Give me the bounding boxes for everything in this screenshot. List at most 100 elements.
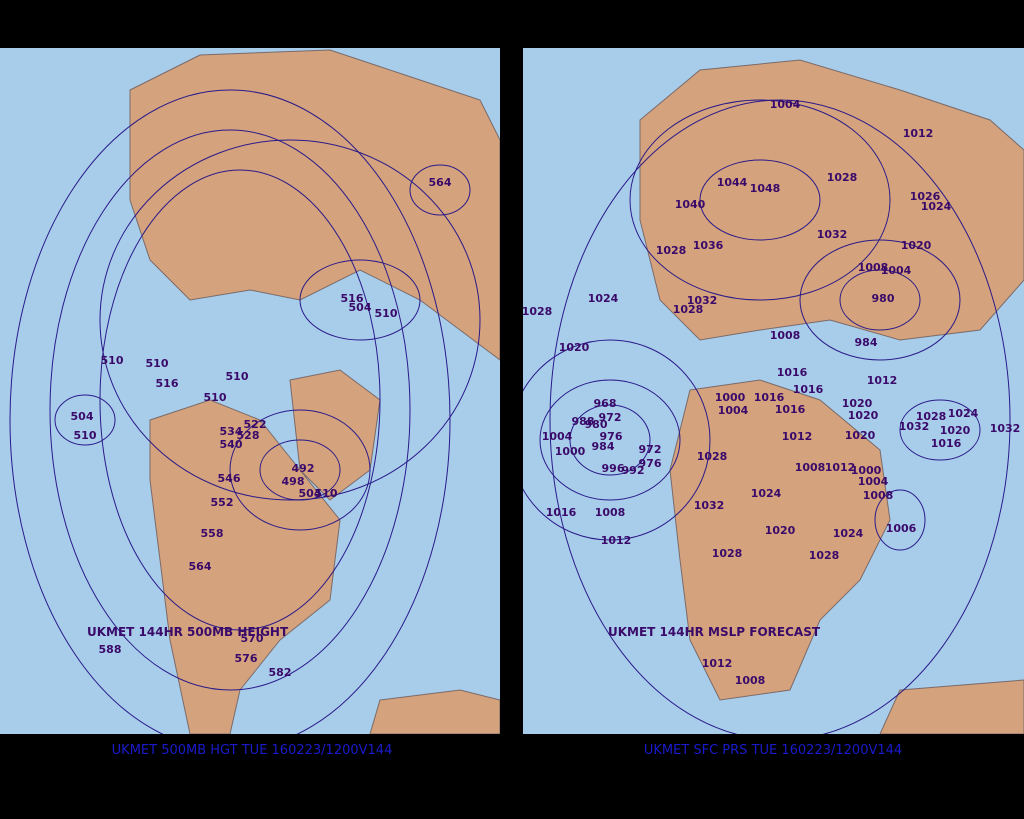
contour-label: 1008: [795, 461, 826, 474]
contour-label: 1004: [718, 404, 749, 417]
contour-label: 1006: [886, 522, 917, 535]
contour-label: 564: [429, 176, 452, 189]
contour-label: 1032: [817, 228, 848, 241]
contour-label: 1012: [867, 374, 898, 387]
map-footer: UKMET 500MB HGT TUE 160223/1200V144: [112, 743, 393, 758]
contour-label: 1024: [833, 527, 864, 540]
contour-label: 1004: [770, 98, 801, 111]
contour-label: 1012: [702, 657, 733, 670]
contour-label: 1016: [775, 403, 806, 416]
contour-label: 1020: [845, 429, 876, 442]
contour-label: 1024: [921, 200, 952, 213]
contour-label: 516: [341, 292, 364, 305]
contour-label: 996: [602, 462, 625, 475]
map-caption: UKMET 144HR MSLP FORECAST: [608, 625, 821, 639]
contour-label: 988: [572, 415, 595, 428]
contour-label: 546: [218, 472, 241, 485]
contour-label: 1028: [522, 305, 553, 318]
contour-label: 1016: [793, 383, 824, 396]
map-caption: UKMET 144HR 500MB HEIGHT: [87, 625, 289, 639]
contour-label: 1044: [717, 176, 748, 189]
contour-label: 510: [204, 391, 227, 404]
contour-label: 1008: [735, 674, 766, 687]
contour-label: 1028: [809, 549, 840, 562]
contour-label: 498: [282, 475, 305, 488]
contour-label: 976: [600, 430, 623, 443]
contour-label: 1020: [559, 341, 590, 354]
contour-label: 1008: [858, 261, 889, 274]
contour-label: 504: [349, 301, 372, 314]
left-map: [0, 48, 500, 734]
contour-label: 1020: [940, 424, 971, 437]
contour-label: 1016: [931, 437, 962, 450]
contour-label: 1020: [842, 397, 873, 410]
contour-label: 1028: [916, 410, 947, 423]
contour-label: 1000: [851, 464, 882, 477]
contour-label: 1008: [595, 506, 626, 519]
contour-label: 1026: [910, 190, 941, 203]
contour-label: 510: [146, 357, 169, 370]
contour-label: 1012: [825, 461, 856, 474]
contour-label: 1020: [901, 239, 932, 252]
contour-label: 510: [315, 487, 338, 500]
contour-label: 528: [237, 429, 260, 442]
contour-label: 1024: [751, 487, 782, 500]
contour-label: 1016: [754, 391, 785, 404]
contour-label: 492: [292, 462, 315, 475]
contour-label: 510: [226, 370, 249, 383]
contour-label: 992: [622, 464, 645, 477]
contour-label: 1004: [881, 264, 912, 277]
contour-label: 1028: [697, 450, 728, 463]
right-map: [523, 48, 1024, 734]
contour-label: 1036: [693, 239, 724, 252]
contour-label: 1028: [712, 547, 743, 560]
contour-label: 1012: [601, 534, 632, 547]
contour-label: 976: [639, 457, 662, 470]
contour-label: 504: [71, 410, 94, 423]
contour-label: 1012: [782, 430, 813, 443]
contour-label: 504: [299, 487, 322, 500]
contour-label: 510: [375, 307, 398, 320]
contour-label: 1028: [827, 171, 858, 184]
contour-label: 1000: [715, 391, 746, 404]
contour-label: 1032: [687, 294, 718, 307]
contour-label: 1032: [990, 422, 1021, 435]
contour-label: 1004: [542, 430, 573, 443]
map-footer: UKMET SFC PRS TUE 160223/1200V144: [644, 743, 902, 758]
contour-label: 972: [599, 411, 622, 424]
contour-label: 1028: [656, 244, 687, 257]
contour-label: 1004: [858, 475, 889, 488]
contour-label: 1048: [750, 182, 781, 195]
contour-label: 1028: [673, 303, 704, 316]
contour-label: 972: [639, 443, 662, 456]
contour-label: 1020: [765, 524, 796, 537]
contour-label: 564: [189, 560, 212, 573]
contour-label: 1032: [694, 499, 725, 512]
contour-label: 980: [872, 292, 895, 305]
contour-label: 1024: [588, 292, 619, 305]
contour-label: 980: [585, 418, 608, 431]
contour-label: 582: [269, 666, 292, 679]
contour-label: 1016: [777, 366, 808, 379]
contour-label: 984: [855, 336, 878, 349]
contour-label: 510: [101, 354, 124, 367]
contour-label: 1040: [675, 198, 706, 211]
contour-label: 1008: [863, 489, 894, 502]
contour-label: 558: [201, 527, 224, 540]
contour-label: 1024: [948, 407, 979, 420]
contour-label: 516: [156, 377, 179, 390]
contour-label: 968: [594, 397, 617, 410]
contour-label: 522: [244, 418, 267, 431]
contour-label: 570: [241, 632, 264, 645]
contour-label: 534: [220, 425, 243, 438]
contour-label: 1008: [770, 329, 801, 342]
contour-label: 510: [74, 429, 97, 442]
contour-label: 984: [592, 440, 615, 453]
contour-label: 1016: [546, 506, 577, 519]
contour-label: 1000: [555, 445, 586, 458]
contour-label: 540: [220, 438, 243, 451]
contour-label: 1020: [848, 409, 879, 422]
contour-label: 1012: [903, 127, 934, 140]
